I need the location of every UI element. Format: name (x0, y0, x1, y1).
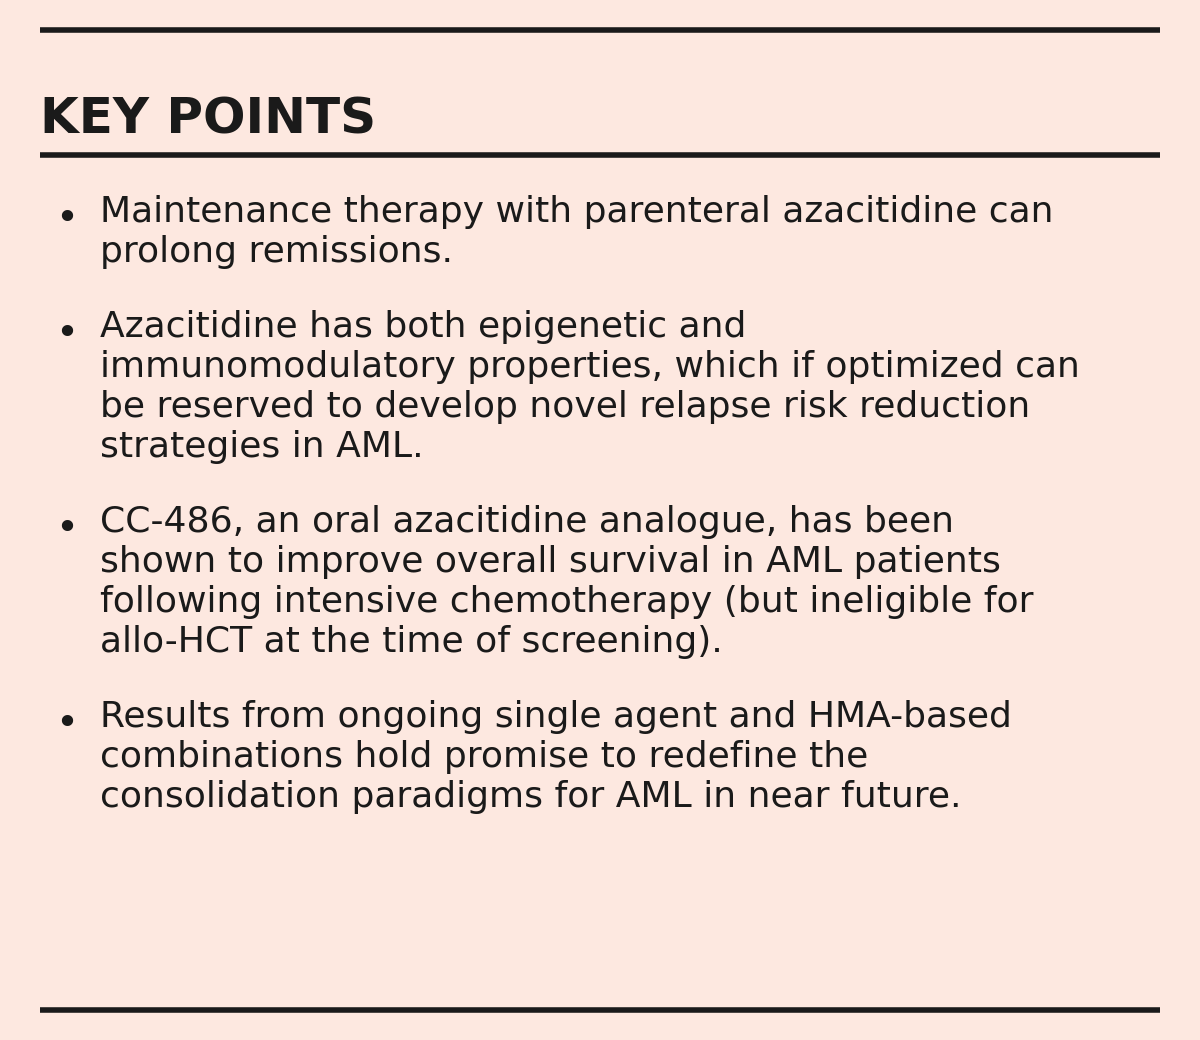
Text: Maintenance therapy with parenteral azacitidine can: Maintenance therapy with parenteral azac… (100, 196, 1054, 229)
Text: KEY POINTS: KEY POINTS (40, 95, 376, 142)
Text: shown to improve overall survival in AML patients: shown to improve overall survival in AML… (100, 545, 1001, 579)
Text: •: • (55, 510, 78, 548)
Text: allo-HCT at the time of screening).: allo-HCT at the time of screening). (100, 625, 722, 659)
Text: Results from ongoing single agent and HMA-based: Results from ongoing single agent and HM… (100, 700, 1012, 734)
Text: prolong remissions.: prolong remissions. (100, 235, 454, 269)
Text: •: • (55, 200, 78, 238)
Text: strategies in AML.: strategies in AML. (100, 430, 424, 464)
Text: combinations hold promise to redefine the: combinations hold promise to redefine th… (100, 740, 869, 774)
Text: following intensive chemotherapy (but ineligible for: following intensive chemotherapy (but in… (100, 584, 1033, 619)
Text: consolidation paradigms for AML in near future.: consolidation paradigms for AML in near … (100, 780, 961, 814)
Text: Azacitidine has both epigenetic and: Azacitidine has both epigenetic and (100, 310, 746, 344)
Text: CC-486, an oral azacitidine analogue, has been: CC-486, an oral azacitidine analogue, ha… (100, 505, 954, 539)
Text: immunomodulatory properties, which if optimized can: immunomodulatory properties, which if op… (100, 350, 1080, 384)
Text: •: • (55, 315, 78, 353)
Text: be reserved to develop novel relapse risk reduction: be reserved to develop novel relapse ris… (100, 390, 1031, 424)
Text: •: • (55, 705, 78, 743)
